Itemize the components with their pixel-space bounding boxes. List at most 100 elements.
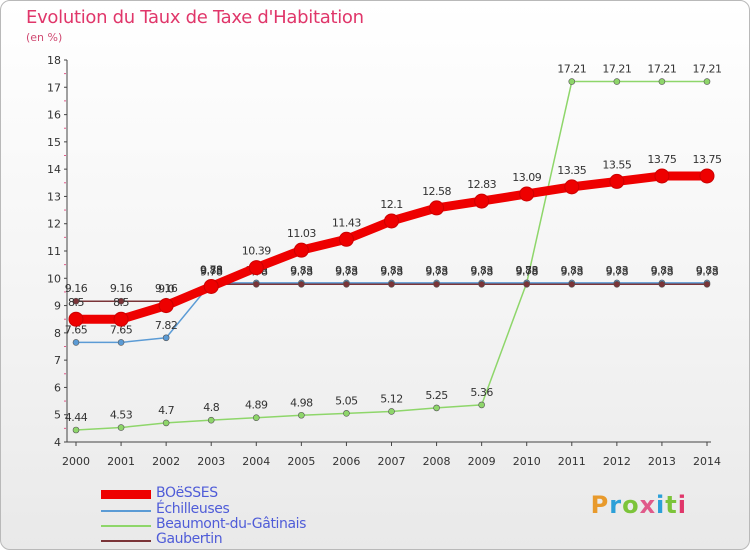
data-label: 12.83 — [467, 178, 496, 191]
data-point — [429, 200, 445, 216]
data-point — [478, 401, 485, 409]
y-tick-label: 7 — [54, 354, 61, 367]
data-point — [117, 424, 125, 431]
x-tick-label: 2009 — [468, 455, 496, 468]
x-tick-label: 2005 — [287, 455, 315, 468]
x-tick-label: 2002 — [152, 455, 180, 468]
data-point — [298, 280, 305, 288]
data-label: 5.05 — [335, 394, 358, 407]
data-point — [703, 78, 711, 85]
x-tick-label: 2011 — [558, 455, 586, 468]
data-label: 7.65 — [110, 323, 133, 336]
data-label: 11.43 — [332, 216, 361, 229]
x-tick-label: 2000 — [62, 455, 90, 468]
data-label: 9.78 — [696, 265, 719, 278]
data-label: 9.83 — [470, 264, 493, 277]
y-tick-label: 10 — [47, 272, 61, 285]
data-label: 7.65 — [65, 323, 88, 336]
data-label: 9.78 — [515, 265, 538, 278]
legend-label: Échilleuses — [156, 501, 230, 517]
y-tick-label: 18 — [47, 54, 61, 67]
y-tick-label: 9 — [54, 300, 61, 313]
data-point — [523, 280, 531, 288]
x-tick-label: 2006 — [332, 455, 360, 468]
data-label: 9.78 — [380, 265, 403, 278]
data-label: 13.75 — [647, 153, 676, 166]
data-point — [613, 280, 621, 288]
data-label: 8.5 — [68, 296, 84, 309]
data-point — [519, 186, 535, 202]
data-point — [158, 298, 174, 314]
data-label: 9.83 — [696, 264, 719, 277]
data-label: 9.78 — [335, 265, 358, 278]
data-label: 9.83 — [425, 264, 448, 277]
data-label: 9.16 — [155, 282, 178, 295]
data-label: 9.16 — [65, 282, 88, 295]
data-label: 17.21 — [557, 63, 586, 76]
logo-letter: x — [639, 491, 657, 519]
data-label: 13.09 — [512, 171, 541, 184]
data-point — [343, 410, 350, 417]
data-label: 5.12 — [380, 392, 403, 405]
data-label: 9.16 — [110, 282, 133, 295]
data-point — [568, 78, 576, 85]
legend-swatch — [101, 540, 151, 542]
x-tick-label: 2004 — [242, 455, 270, 468]
y-tick-label: 5 — [54, 409, 61, 422]
data-point — [703, 280, 711, 288]
data-point — [298, 411, 305, 419]
x-tick-label: 2008 — [423, 455, 451, 468]
x-tick-label: 2010 — [513, 455, 541, 468]
data-label: 9.83 — [606, 264, 629, 277]
data-point — [388, 408, 395, 415]
data-label: 9.78 — [200, 263, 223, 276]
data-label: 9.78 — [200, 265, 223, 278]
data-point — [343, 280, 350, 288]
data-point — [388, 280, 395, 288]
data-label: 7.82 — [155, 319, 178, 332]
logo-letter: r — [609, 491, 623, 519]
data-label: 12.58 — [422, 185, 451, 198]
logo-letter: i — [656, 491, 666, 519]
data-label: 13.55 — [602, 158, 631, 171]
data-label: 4.7 — [158, 404, 174, 417]
data-label: 17.21 — [602, 63, 631, 76]
legend-label: BOëSSES — [156, 485, 218, 501]
data-label: 9.78 — [515, 264, 538, 277]
data-point — [658, 280, 666, 288]
data-label: 8.5 — [113, 296, 129, 309]
data-point — [338, 231, 354, 247]
data-label: 5.25 — [425, 389, 448, 402]
x-tick-label: 2014 — [693, 455, 721, 468]
data-point — [117, 339, 125, 346]
data-label: 4.98 — [290, 396, 313, 409]
data-label: 4.53 — [110, 409, 133, 422]
y-tick-label: 6 — [54, 381, 61, 394]
data-label: 12.1 — [380, 198, 403, 211]
data-point — [478, 280, 485, 288]
legend-label: Gaubertin — [156, 531, 223, 547]
proxiti-logo: Proxiti — [591, 491, 687, 519]
y-tick-label: 15 — [47, 136, 61, 149]
data-point — [203, 278, 219, 294]
data-label: 17.21 — [647, 63, 676, 76]
data-point — [72, 297, 80, 305]
data-label: 9.83 — [380, 264, 403, 277]
logo-letter: t — [665, 491, 678, 519]
data-point — [113, 311, 129, 327]
data-label: 5.36 — [470, 386, 493, 399]
data-point — [162, 334, 170, 342]
data-label: 9.83 — [561, 264, 584, 277]
y-tick-label: 12 — [47, 218, 61, 231]
data-point — [699, 168, 715, 184]
data-point — [248, 260, 264, 276]
x-tick-label: 2001 — [107, 455, 135, 468]
legend-label: Beaumont-du-Gâtinais — [156, 516, 307, 532]
data-point — [658, 78, 666, 85]
x-tick-label: 2013 — [648, 455, 676, 468]
x-tick-label: 2003 — [197, 455, 225, 468]
data-point — [252, 414, 260, 422]
x-tick-label: 2012 — [603, 455, 631, 468]
data-label: 9.83 — [651, 264, 674, 277]
